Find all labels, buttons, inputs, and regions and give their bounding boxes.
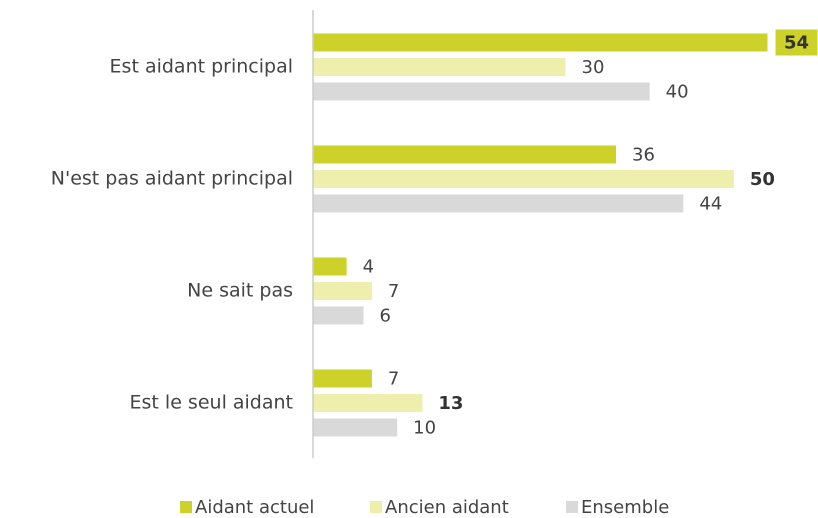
- value-label-box: [775, 29, 818, 56]
- value-label: 30: [582, 57, 605, 78]
- legend-label: Aidant actuel: [195, 497, 314, 518]
- value-label: 40: [666, 82, 689, 103]
- bar: [313, 145, 616, 164]
- bar: [313, 257, 347, 276]
- category-label: Ne sait pas: [187, 280, 293, 302]
- value-label: 4: [363, 257, 374, 278]
- value-label: 7: [388, 281, 399, 302]
- bar: [313, 58, 566, 76]
- legend-label: Ensemble: [581, 497, 669, 518]
- value-label: 36: [632, 145, 655, 166]
- category-label: Est le seul aidant: [130, 392, 293, 414]
- bar: [313, 82, 650, 101]
- value-label: 44: [699, 194, 722, 215]
- legend-swatch: [180, 501, 192, 513]
- category-label: Est aidant principal: [110, 56, 293, 78]
- bar: [313, 170, 734, 188]
- bar: [313, 194, 684, 213]
- value-label: 54: [784, 33, 809, 54]
- value-label: 7: [388, 369, 399, 390]
- bar: [313, 306, 364, 325]
- value-label: 50: [750, 169, 775, 190]
- legend-swatch: [566, 501, 578, 513]
- legend-swatch: [370, 501, 382, 513]
- bar: [313, 418, 398, 437]
- bar: [313, 369, 372, 388]
- value-label: 6: [380, 306, 391, 327]
- bar: [313, 394, 423, 412]
- value-label: 10: [413, 418, 436, 439]
- category-label: N'est pas aidant principal: [51, 168, 293, 190]
- value-label: 13: [438, 393, 463, 414]
- bar: [313, 33, 768, 52]
- bar: [313, 282, 372, 300]
- legend-label: Ancien aidant: [385, 497, 509, 518]
